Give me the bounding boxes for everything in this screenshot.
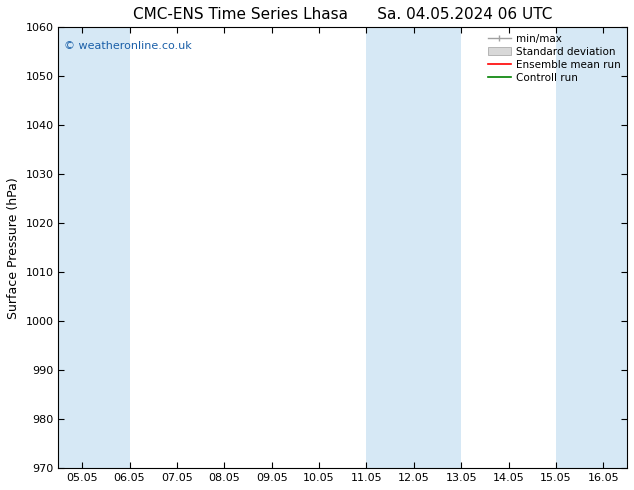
Legend: min/max, Standard deviation, Ensemble mean run, Controll run: min/max, Standard deviation, Ensemble me… [484, 29, 625, 87]
Y-axis label: Surface Pressure (hPa): Surface Pressure (hPa) [7, 177, 20, 318]
Bar [556, 27, 627, 468]
Title: CMC-ENS Time Series Lhasa      Sa. 04.05.2024 06 UTC: CMC-ENS Time Series Lhasa Sa. 04.05.2024… [133, 7, 552, 22]
Bar [366, 27, 461, 468]
Bar [58, 27, 129, 468]
Text: © weatheronline.co.uk: © weatheronline.co.uk [64, 41, 192, 50]
